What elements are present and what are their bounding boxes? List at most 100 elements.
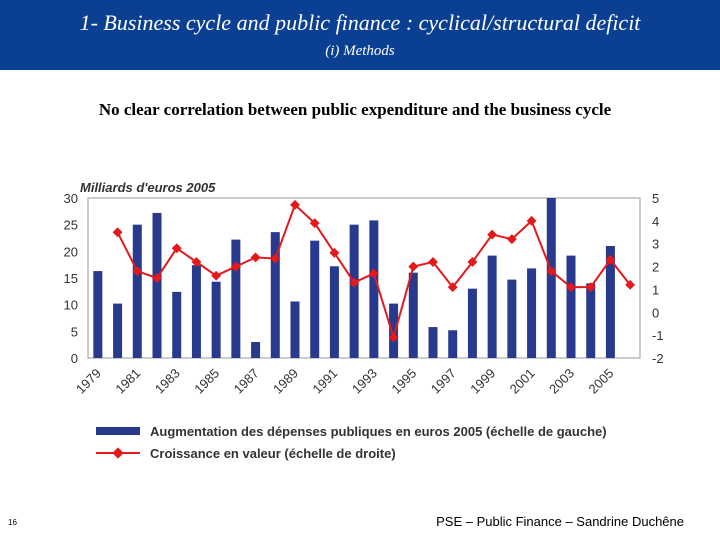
x-tick-label: 1987: [231, 366, 262, 397]
line-point: [487, 229, 498, 240]
line-point: [388, 332, 399, 343]
line-point: [605, 254, 616, 265]
bar: [93, 271, 103, 358]
line-point: [132, 266, 143, 277]
line-point: [467, 257, 478, 267]
line-point: [329, 247, 340, 258]
x-tick-label: 1993: [349, 366, 380, 397]
right-tick-label: 5: [652, 191, 659, 206]
line-point: [506, 234, 517, 245]
line-point: [309, 218, 320, 229]
bar: [270, 232, 280, 358]
line-point: [566, 282, 576, 293]
right-tick-label: 2: [652, 260, 659, 275]
left-tick-label: 30: [64, 191, 78, 206]
bar: [113, 303, 123, 358]
right-tick-label: 4: [652, 214, 659, 229]
legend-line-label: Croissance en valeur (échelle de droite): [150, 446, 396, 461]
line-point: [152, 273, 162, 283]
bar: [448, 330, 458, 358]
bar: [546, 198, 556, 358]
chart-title: Milliards d'euros 2005: [80, 180, 216, 195]
bar-series: [93, 198, 615, 358]
slide-headline: No clear correlation between public expe…: [98, 100, 612, 119]
bar: [369, 220, 379, 358]
bar: [191, 265, 201, 358]
x-tick-label: 1999: [467, 366, 498, 397]
line-point: [368, 268, 379, 279]
bar: [487, 255, 497, 358]
line-point: [250, 252, 261, 263]
x-tick-label: 1991: [309, 366, 340, 397]
line-point: [625, 279, 636, 290]
x-tick-label: 2005: [585, 366, 616, 397]
x-tick-label: 1989: [270, 366, 301, 397]
right-axis: -2 -1 0 1 2 3 4 5: [652, 191, 664, 366]
line-point: [290, 199, 300, 210]
left-tick-label: 20: [64, 244, 78, 259]
bar: [566, 255, 576, 358]
page-number: 16: [8, 518, 17, 527]
bar: [152, 212, 162, 358]
x-tick-label: 2001: [507, 366, 538, 397]
line-point: [349, 277, 360, 288]
bar: [172, 291, 182, 358]
line-point: [191, 257, 202, 267]
left-tick-label: 10: [64, 298, 78, 313]
line-point: [112, 227, 123, 238]
line-point: [585, 282, 596, 293]
bar: [586, 283, 596, 358]
left-axis: 0 5 10 15 20 25 30: [64, 191, 78, 366]
slide-subtitle: (i) Methods: [325, 43, 395, 59]
right-tick-label: -2: [652, 351, 664, 366]
legend-bar-swatch: [96, 427, 140, 435]
line-point: [270, 253, 281, 264]
left-tick-label: 0: [71, 351, 78, 366]
bar: [251, 342, 261, 358]
right-tick-label: 3: [652, 237, 659, 252]
legend: Augmentation des dépenses publiques en e…: [96, 424, 607, 461]
x-tick-label: 1985: [191, 366, 222, 397]
bar: [211, 281, 221, 358]
x-tick-label: 1995: [388, 366, 419, 397]
bar: [310, 240, 320, 358]
legend-line-marker: [112, 447, 124, 459]
line-point: [447, 282, 458, 293]
slide-header: 1- Business cycle and public finance : c…: [0, 0, 720, 70]
right-tick-label: 0: [652, 305, 659, 320]
x-tick-label: 1981: [112, 366, 143, 397]
line-point: [230, 261, 241, 272]
x-tick-label: 1997: [428, 366, 459, 397]
right-tick-label: -1: [652, 328, 664, 343]
bar: [349, 224, 359, 358]
bar: [467, 288, 477, 358]
line-point: [408, 261, 419, 272]
bar: [527, 268, 537, 358]
chart-frame: [87, 197, 641, 359]
line-point: [171, 243, 182, 254]
line-point: [211, 270, 222, 281]
left-tick-label: 15: [64, 271, 78, 286]
line-series: [112, 199, 636, 343]
line-point: [428, 257, 438, 267]
footer-text: PSE – Public Finance – Sandrine Duchêne: [436, 514, 684, 529]
bar: [132, 224, 142, 358]
left-tick-label: 25: [64, 218, 78, 233]
bar: [329, 266, 339, 358]
x-tick-label: 1983: [152, 366, 183, 397]
bar: [389, 303, 399, 358]
x-axis: 1979 1981 1983 1985 1987 1989 1991 1993 1995 1997…: [73, 366, 617, 397]
bar: [231, 239, 241, 358]
line-point: [546, 266, 557, 277]
bar: [507, 279, 517, 358]
slide-title: 1- Business cycle and public finance : c…: [79, 10, 641, 35]
bar: [290, 301, 300, 358]
line-point: [526, 215, 537, 226]
bar: [428, 327, 438, 358]
bar: [605, 246, 615, 358]
x-tick-label: 1979: [73, 366, 104, 397]
bar: [408, 272, 418, 358]
left-tick-label: 5: [71, 324, 78, 339]
legend-bar-label: Augmentation des dépenses publiques en e…: [150, 424, 607, 439]
